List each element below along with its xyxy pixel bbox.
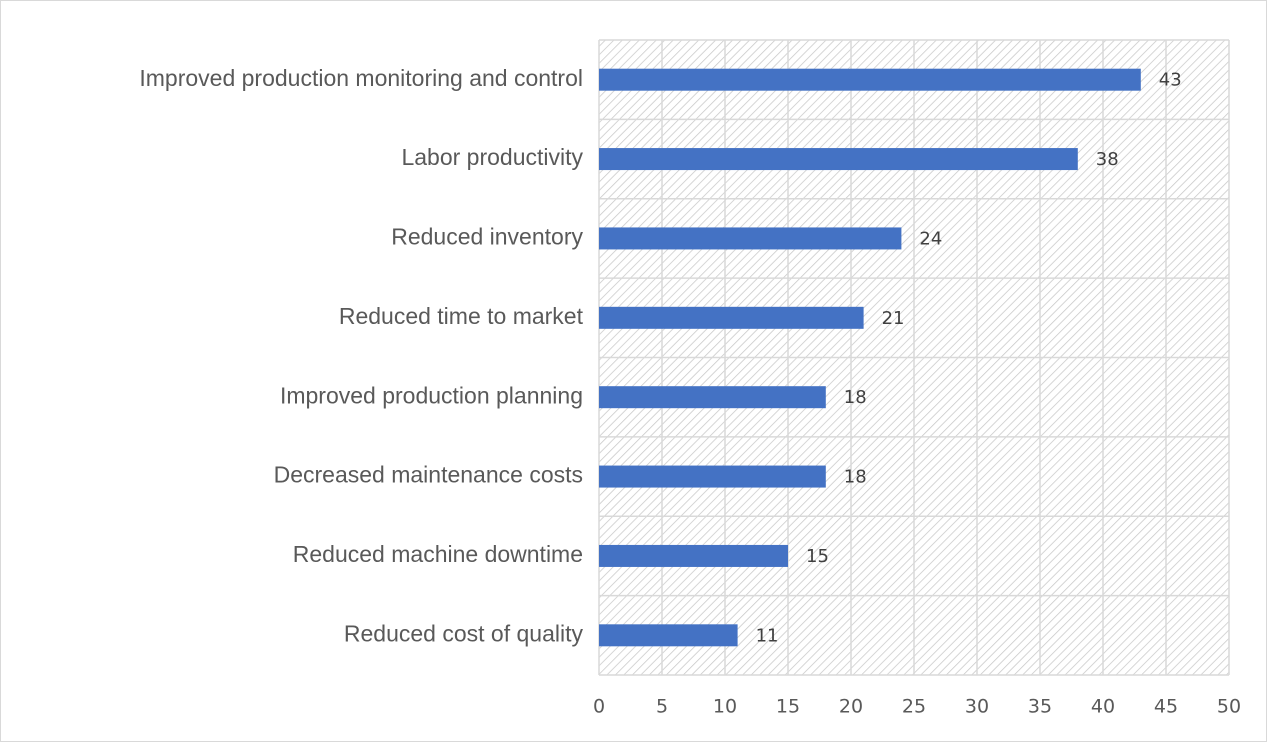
y-tick-label: Improved production monitoring and contr… bbox=[139, 65, 583, 91]
x-tick-label: 0 bbox=[593, 696, 605, 718]
bar bbox=[599, 465, 826, 488]
x-tick-label: 30 bbox=[965, 696, 989, 718]
x-tick-label: 35 bbox=[1028, 696, 1052, 718]
data-label: 11 bbox=[756, 625, 779, 646]
data-label: 18 bbox=[844, 387, 867, 408]
data-label: 18 bbox=[844, 467, 867, 488]
bar bbox=[599, 544, 788, 567]
y-tick-label: Reduced time to market bbox=[339, 303, 584, 329]
data-label: 21 bbox=[882, 308, 905, 329]
x-tick-label: 45 bbox=[1154, 696, 1178, 718]
y-tick-label: Improved production planning bbox=[280, 382, 583, 408]
data-label: 43 bbox=[1159, 70, 1182, 91]
y-tick-label: Reduced inventory bbox=[391, 224, 583, 250]
x-tick-label: 50 bbox=[1217, 696, 1241, 718]
x-tick-label: 20 bbox=[839, 696, 863, 718]
x-tick-label: 5 bbox=[656, 696, 668, 718]
x-tick-label: 40 bbox=[1091, 696, 1115, 718]
bar bbox=[599, 148, 1078, 171]
data-label: 15 bbox=[806, 546, 829, 567]
bar bbox=[599, 227, 902, 250]
y-tick-label: Decreased maintenance costs bbox=[274, 462, 583, 488]
bar bbox=[599, 68, 1141, 91]
x-tick-label: 10 bbox=[713, 696, 737, 718]
data-label: 38 bbox=[1096, 149, 1119, 170]
y-tick-label: Labor productivity bbox=[401, 144, 583, 170]
x-tick-label: 25 bbox=[902, 696, 926, 718]
bar bbox=[599, 624, 738, 647]
bar bbox=[599, 306, 864, 329]
bar bbox=[599, 386, 826, 409]
y-tick-label: Reduced cost of quality bbox=[344, 620, 584, 646]
y-tick-label: Reduced machine downtime bbox=[293, 541, 583, 567]
data-label: 24 bbox=[919, 228, 942, 249]
x-tick-label: 15 bbox=[776, 696, 800, 718]
